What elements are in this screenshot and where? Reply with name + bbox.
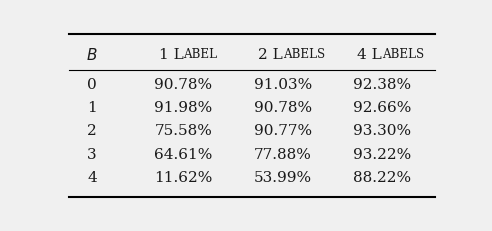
Text: 75.58%: 75.58% [154,124,213,138]
Text: 1: 1 [87,101,97,115]
Text: 88.22%: 88.22% [353,170,411,184]
Text: ABELS: ABELS [282,48,325,61]
Text: 2 L: 2 L [258,47,282,61]
Text: $\it{B}$: $\it{B}$ [86,46,98,62]
Text: 91.03%: 91.03% [253,78,312,92]
Text: 2: 2 [87,124,97,138]
Text: 53.99%: 53.99% [253,170,312,184]
Text: 92.66%: 92.66% [353,101,411,115]
Text: ABELS: ABELS [382,48,424,61]
Text: 93.22%: 93.22% [353,147,411,161]
Text: 90.78%: 90.78% [253,101,312,115]
Text: 77.88%: 77.88% [254,147,311,161]
Text: 1 L: 1 L [159,47,184,61]
Text: 0: 0 [87,78,97,92]
Text: 4 L: 4 L [357,47,382,61]
Text: 91.98%: 91.98% [154,101,213,115]
Text: 4: 4 [87,170,97,184]
Text: 90.78%: 90.78% [154,78,213,92]
Text: 64.61%: 64.61% [154,147,213,161]
Text: 11.62%: 11.62% [154,170,213,184]
Text: 93.30%: 93.30% [353,124,411,138]
Text: 3: 3 [87,147,97,161]
Text: 90.77%: 90.77% [253,124,312,138]
Text: ABEL: ABEL [184,48,217,61]
Text: 92.38%: 92.38% [353,78,411,92]
